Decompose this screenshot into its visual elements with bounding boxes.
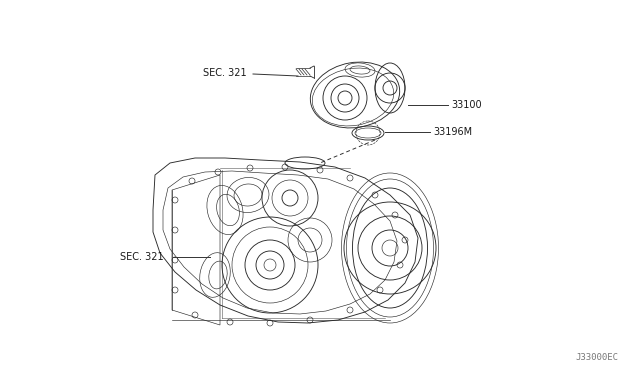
Text: SEC. 321: SEC. 321 bbox=[203, 68, 246, 78]
Text: SEC. 321: SEC. 321 bbox=[120, 252, 164, 262]
Text: J33000EC: J33000EC bbox=[575, 353, 618, 362]
Text: 33196M: 33196M bbox=[433, 127, 472, 137]
Text: 33100: 33100 bbox=[451, 100, 482, 110]
